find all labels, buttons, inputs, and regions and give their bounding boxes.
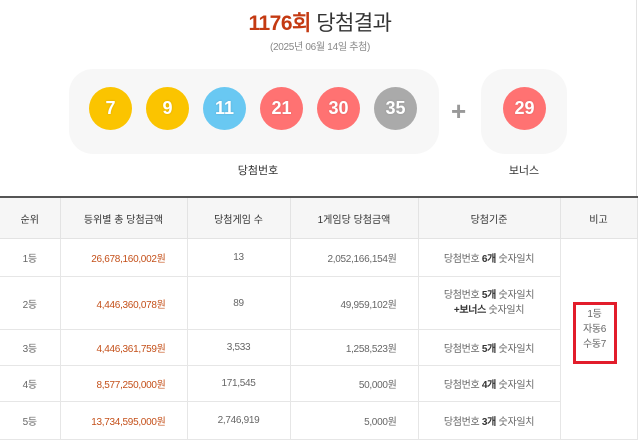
criteria-count: 6개 [481, 254, 497, 265]
prize-table: 순위 등위별 총 당첨금액 당첨게임 수 1게임당 당첨금액 당첨기준 비고 1… [0, 196, 638, 440]
col-rank: 순위 [0, 197, 61, 239]
table-row: 2등 4,446,360,078원 89 49,959,102원 당첨번호 5개… [0, 276, 637, 330]
criteria: 당첨번호 5개 숫자일치 +보너스 숫자일치 [417, 276, 561, 330]
criteria-text: 당첨번호 [443, 290, 482, 301]
page-title: 1176회 당첨결과 [0, 7, 640, 37]
plus-icon: + [451, 96, 467, 126]
note-line: 수동7 [582, 339, 607, 350]
total-prize: 8,577,250,000원 [59, 365, 188, 402]
ball-5: 30 [317, 87, 360, 130]
winner-count: 2,746,919 [186, 401, 291, 440]
criteria: 당첨번호 4개 숫자일치 [417, 365, 561, 402]
winner-count: 89 [186, 276, 291, 330]
ball-3: 11 [203, 87, 246, 130]
criteria-count: 4개 [481, 380, 497, 391]
col-per-game: 1게임당 당첨금액 [289, 197, 419, 239]
criteria-count: 3개 [481, 417, 497, 428]
winning-numbers-label: 당첨번호 [237, 165, 279, 177]
criteria-count: 5개 [481, 290, 497, 301]
ball-6: 35 [374, 87, 417, 130]
table-row: 3등 4,446,361,759원 3,533 1,258,523원 당첨번호 … [0, 329, 637, 366]
rank: 4등 [0, 365, 61, 402]
total-prize: 13,734,595,000원 [59, 401, 188, 440]
criteria-text: 당첨번호 [443, 380, 482, 391]
bonus-number-box: 29 [481, 69, 567, 154]
round-number: 1176회 [248, 12, 311, 35]
note-line: 자동6 [582, 324, 607, 335]
ball-4: 21 [260, 87, 303, 130]
criteria-text: 숫자일치 [496, 417, 535, 428]
criteria-text: 숫자일치 [496, 254, 535, 265]
rank: 1등 [0, 238, 61, 277]
criteria-text: 숫자일치 [496, 344, 535, 355]
table-row: 4등 8,577,250,000원 171,545 50,000원 당첨번호 4… [0, 365, 637, 402]
criteria-text: 숫자일치 [486, 305, 525, 316]
col-count: 당첨게임 수 [186, 197, 291, 239]
criteria-text: 당첨번호 [443, 254, 482, 265]
total-prize: 4,446,360,078원 [59, 276, 188, 330]
title-text: 당첨결과 [316, 12, 392, 35]
prize-per-game: 49,959,102원 [289, 276, 419, 330]
rank: 3등 [0, 329, 61, 366]
draw-date: (2025년 06월 14일 추첨) [269, 42, 371, 53]
divider-line [636, 0, 637, 196]
bonus-ball: 29 [503, 87, 546, 130]
rank: 5등 [0, 401, 61, 440]
criteria-text: 숫자일치 [496, 380, 535, 391]
criteria-text: 당첨번호 [443, 344, 482, 355]
note-cell: 1등 자동6 수동7 [559, 238, 638, 440]
ball-2: 9 [146, 87, 189, 130]
criteria-text: 숫자일치 [496, 290, 535, 301]
table-row: 5등 13,734,595,000원 2,746,919 5,000원 당첨번호… [0, 401, 637, 440]
bonus-label: 보너스 [508, 165, 540, 177]
criteria-count: 5개 [481, 344, 497, 355]
prize-per-game: 2,052,166,154원 [289, 238, 419, 277]
total-prize: 4,446,361,759원 [59, 329, 188, 366]
criteria: 당첨번호 5개 숫자일치 [417, 329, 561, 366]
criteria: 당첨번호 6개 숫자일치 [417, 238, 561, 277]
prize-per-game: 50,000원 [289, 365, 419, 402]
winner-count: 3,533 [186, 329, 291, 366]
winner-count: 171,545 [186, 365, 291, 402]
winning-numbers-box: 7 9 11 21 30 35 [69, 69, 439, 154]
criteria: 당첨번호 3개 숫자일치 [417, 401, 561, 440]
table-header-row: 순위 등위별 총 당첨금액 당첨게임 수 1게임당 당첨금액 당첨기준 비고 [0, 197, 638, 239]
note-highlight-box: 1등 자동6 수동7 [572, 302, 617, 364]
col-total: 등위별 총 당첨금액 [59, 197, 188, 239]
rank: 2등 [0, 276, 61, 330]
criteria-text: 당첨번호 [443, 417, 482, 428]
total-prize: 26,678,160,002원 [59, 238, 188, 277]
col-criteria: 당첨기준 [417, 197, 561, 239]
prize-per-game: 5,000원 [289, 401, 419, 440]
ball-1: 7 [89, 87, 132, 130]
winner-count: 13 [186, 238, 291, 277]
prize-per-game: 1,258,523원 [289, 329, 419, 366]
note-line: 1등 [587, 309, 602, 320]
col-note: 비고 [559, 197, 638, 239]
table-row: 1등 26,678,160,002원 13 2,052,166,154원 당첨번… [0, 238, 638, 440]
criteria-bonus: +보너스 [453, 305, 487, 316]
